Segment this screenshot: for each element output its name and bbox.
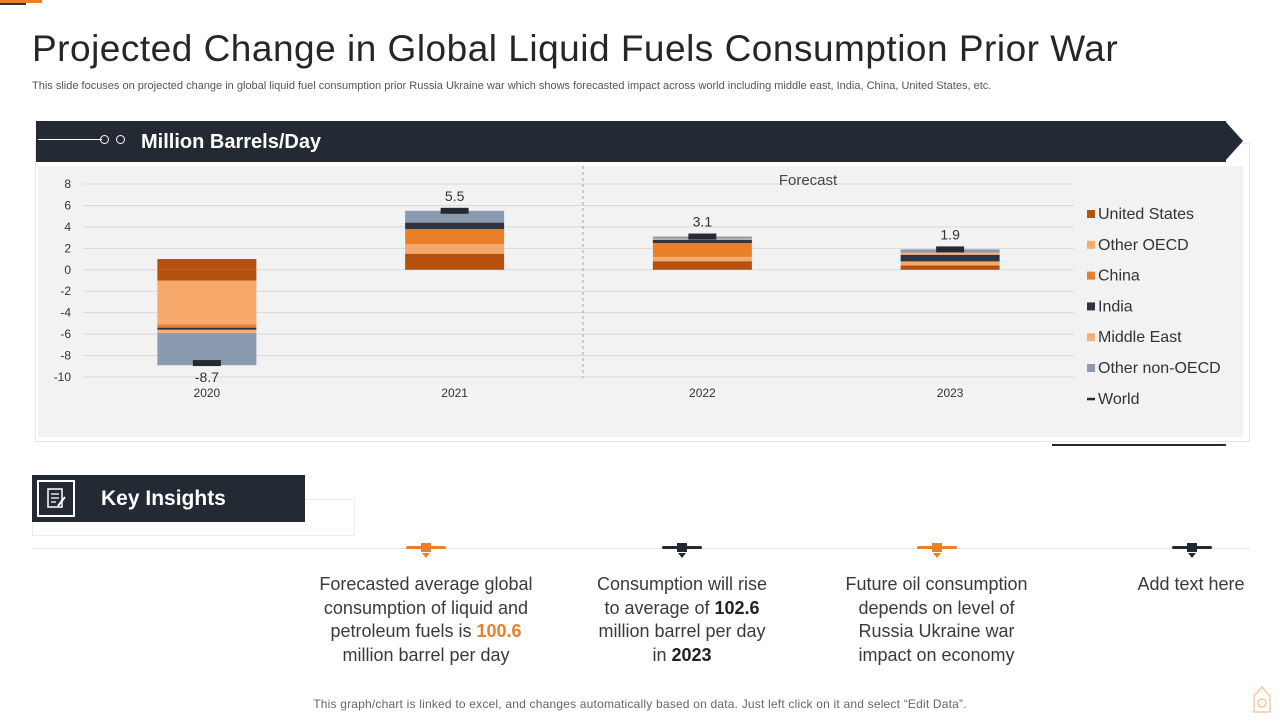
world-marker[interactable] [936,246,965,253]
legend-swatch [1087,333,1095,342]
legend-label: India [1098,298,1133,315]
legend-label: World [1098,391,1140,408]
bar-segment-united-states[interactable] [652,261,752,270]
chart-header-arrow [1225,121,1243,161]
insights-timeline [32,548,1250,549]
insight-item-1: Forecasted average global consumption of… [310,573,542,667]
chart-bottom-accent [1052,444,1226,446]
notepad-icon [37,480,75,517]
world-data-label: 1.9 [940,226,960,242]
legend-label: Other OECD [1098,237,1189,254]
y-tick-label: -8 [60,349,71,363]
legend-label: Other non-OECD [1098,360,1221,377]
bar-segment-middle-east[interactable] [157,329,257,334]
bar-segment-united-states[interactable] [405,253,505,270]
x-tick-label: 2020 [194,386,221,400]
bar-segment-india[interactable] [157,327,257,330]
insight-marker-icon [1172,543,1212,558]
bar-segment-india[interactable] [652,239,752,243]
footnote: This graph/chart is linked to excel, and… [313,697,967,711]
legend-label: China [1098,268,1140,285]
chart-bars: -8.7 5.5 3.1 1.9 [157,188,1000,385]
y-tick-label: -4 [60,306,71,320]
insight-marker-icon [406,543,446,558]
y-axis-ticks: 8 6 4 2 0 -2 -4 -6 -8 -10 [54,177,72,384]
world-marker[interactable] [688,233,717,240]
insight-1-text: Forecasted average global consumption of… [319,574,533,641]
header-decor-ring [116,135,125,144]
bar-segment-other-non-oecd[interactable] [157,333,257,366]
world-data-label: 5.5 [445,188,465,204]
insight-2-highlight-year: 2023 [671,644,712,665]
bar-segment-china[interactable] [157,324,257,328]
bar-segment-china[interactable] [652,242,752,257]
world-data-label: 3.1 [693,214,713,230]
legend-label: Middle East [1098,329,1182,346]
top-accent-line [0,3,26,5]
forecast-annotation: Forecast [779,172,838,189]
insight-item-4[interactable]: Add text here [1120,573,1262,597]
y-tick-label: 0 [64,263,71,277]
chart-header-band [36,121,1226,162]
bar-segment-india[interactable] [405,222,505,230]
x-tick-label: 2021 [441,386,468,400]
legend-label: United States [1098,206,1194,223]
bar-segment-united-states[interactable] [157,269,257,281]
bar-segment-india[interactable] [900,254,1000,262]
bar-segment-china[interactable] [900,261,1000,263]
fuel-drop-icon [1253,685,1271,713]
insight-item-2: Consumption will rise to average of 102.… [592,573,772,667]
chart-header-title: Million Barrels/Day [141,131,322,153]
legend-swatch [1087,302,1095,311]
x-tick-label: 2023 [937,386,964,400]
insight-marker-icon [917,543,957,558]
y-tick-label: -10 [54,370,72,384]
insight-1-text-end: million barrel per day [342,644,510,665]
legend-swatch [1087,271,1095,280]
header-decor-line [38,139,102,140]
insight-4-placeholder-text[interactable]: Add text here [1137,574,1245,594]
insight-3-text: Future oil consumption depends on level … [845,574,1028,665]
legend-swatch [1087,210,1095,218]
legend-swatch [1087,364,1095,372]
y-tick-label: 8 [64,177,71,191]
legend-swatch [1087,240,1095,249]
bar-segment-china[interactable] [405,229,505,245]
x-tick-label: 2022 [689,386,716,400]
key-insights-band [32,475,305,522]
bar-segment-middle-east[interactable] [900,252,1000,255]
world-marker[interactable] [440,207,469,214]
y-tick-label: -2 [60,284,71,298]
page-subtitle: This slide focuses on projected change i… [32,80,992,92]
bar-segment-other-oecd[interactable] [900,262,1000,266]
chart-legend: United States Other OECD China India Middle … [1087,206,1221,408]
insight-2-highlight: 102.6 [714,597,760,618]
insight-2-text: Consumption will rise to average of [596,574,768,618]
bar-segment-other-oecd[interactable] [405,244,505,254]
legend-swatch-world [1087,397,1095,401]
bar-segment-other-oecd[interactable] [652,256,752,262]
insight-1-highlight: 100.6 [476,621,522,641]
x-axis-ticks: 2020 2021 2022 2023 [194,386,964,400]
bar-segment-united-states[interactable] [900,265,1000,270]
y-tick-label: 4 [64,220,71,234]
insight-item-3: Future oil consumption depends on level … [834,573,1039,667]
y-tick-label: 2 [64,241,71,255]
insight-marker-icon [662,543,702,558]
page-title: Projected Change in Global Liquid Fuels … [32,28,1119,69]
y-tick-label: 6 [64,198,71,212]
bar-segment-other-non-oecd[interactable] [405,210,505,223]
key-insights-title: Key Insights [101,487,226,510]
y-tick-label: -6 [60,327,71,341]
world-marker[interactable] [192,360,221,367]
header-decor-ring [100,135,109,144]
top-accent-bar [0,0,42,3]
bar-segment-other-oecd[interactable] [157,280,257,325]
world-data-label: -8.7 [195,369,219,385]
insight-2-text-mid: million barrel per day in [598,621,766,665]
bar-segment-anchor[interactable] [157,259,257,270]
